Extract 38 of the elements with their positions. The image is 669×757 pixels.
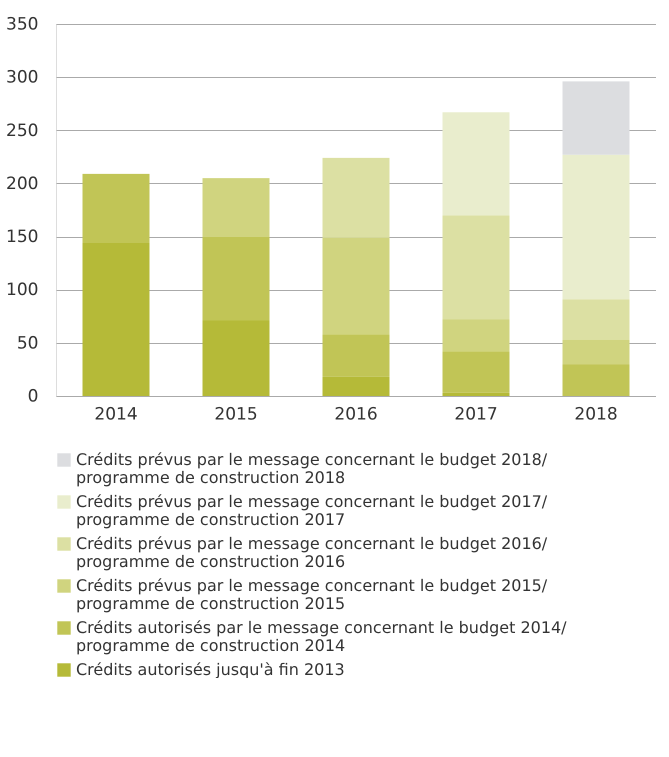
bar [322,238,390,334]
x-tick-label: 2015 [214,404,258,424]
y-tick-label: 250 [6,120,38,141]
bar [322,376,390,396]
legend-label: Crédits prévus par le message concernant le budget 2017/ programme de construction 2017 [76,492,548,529]
y-tick-label: 100 [6,280,38,300]
x-tick-label: 2018 [574,404,618,424]
x-tick-label: 2017 [454,404,498,424]
bar [562,154,630,300]
x-tick-label: 2014 [94,404,138,424]
bar [442,215,510,320]
y-tick-label: 150 [6,227,38,248]
bar [202,236,270,321]
bar [562,81,630,155]
bar [562,364,630,396]
legend-label: Crédits autorisés jusqu'à fin 2013 [76,660,345,679]
x-tick-label: 2016 [334,404,378,424]
bar [322,334,390,377]
bar [202,320,270,396]
bar [562,340,630,364]
legend-label: Crédits autorisés par le message concernant le budget 2014/ programme de construction 2014 [76,618,568,655]
y-tick-label: 300 [6,68,38,88]
legend-label: Crédits prévus par le message concernant le budget 2016/ programme de construction 2016 [76,534,548,571]
bar [442,112,510,216]
y-tick-label: 50 [16,333,38,354]
y-tick-label: 350 [6,14,38,34]
bar [442,319,510,352]
bar [442,392,510,396]
legend-label: Crédits prévus par le message concernant le budget 2015/ programme de construction 2015 [76,576,548,613]
bar [82,242,150,396]
bar [202,178,270,237]
y-tick-label: 0 [28,386,38,406]
bar [322,158,390,238]
y-tick-label: 200 [6,174,38,194]
bar [562,299,630,340]
bar [442,351,510,393]
legend-label: Crédits prévus par le message concernant le budget 2018/ programme de construction 2018 [76,450,548,487]
bar [82,174,150,243]
